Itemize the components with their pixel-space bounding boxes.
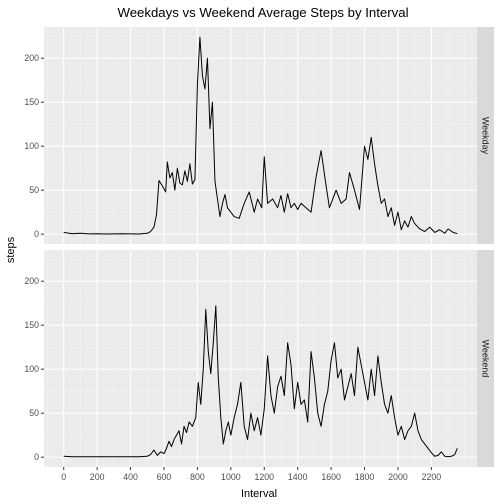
facet-panel-weekend: 0 50 100 150 200 Weekend	[24, 250, 494, 467]
x-tick-label: 1800	[355, 472, 375, 482]
y-tick-label: 200	[24, 53, 39, 63]
facet-strip	[477, 27, 494, 244]
x-tick-label: 2200	[422, 472, 442, 482]
x-axis: 0 200 400 600 800 1000 1200 1400 1600 1800 2000 220…	[61, 467, 441, 482]
x-tick-label: 1200	[254, 472, 274, 482]
x-tick-label: 200	[90, 472, 105, 482]
facet-strip-label: Weekend	[481, 340, 491, 378]
x-tick-label: 0	[61, 472, 66, 482]
y-tick-label: 50	[29, 185, 39, 195]
y-tick-label: 150	[24, 97, 39, 107]
y-axis-title: steps	[5, 236, 17, 263]
facets: 0 50 100 150 200 Weekday 0 50 100 150 200 Weekend	[24, 27, 494, 467]
x-axis-title: Interval	[241, 488, 277, 500]
x-tick-label: 2000	[388, 472, 408, 482]
y-tick-label: 0	[34, 452, 39, 462]
series-line-weekday	[63, 36, 458, 235]
x-tick-label: 1400	[288, 472, 308, 482]
y-tick-label: 100	[24, 364, 39, 374]
y-tick-label: 150	[24, 320, 39, 330]
facet-strip-label: Weekday	[481, 117, 491, 155]
x-tick-label: 600	[157, 472, 172, 482]
y-tick-label: 100	[24, 141, 39, 151]
chart-title: Weekdays vs Weekend Average Steps by Int…	[117, 5, 408, 20]
y-tick-label: 0	[34, 229, 39, 239]
x-tick-label: 1000	[221, 472, 241, 482]
series-line-weekend	[63, 305, 458, 458]
x-tick-label: 400	[123, 472, 138, 482]
facet-strip	[477, 250, 494, 467]
x-tick-label: 800	[190, 472, 205, 482]
x-tick-label: 1600	[321, 472, 341, 482]
facet-panel-weekday: 0 50 100 150 200 Weekday	[24, 27, 494, 244]
panel-background	[44, 27, 477, 244]
y-tick-label: 50	[29, 408, 39, 418]
y-tick-label: 200	[24, 276, 39, 286]
